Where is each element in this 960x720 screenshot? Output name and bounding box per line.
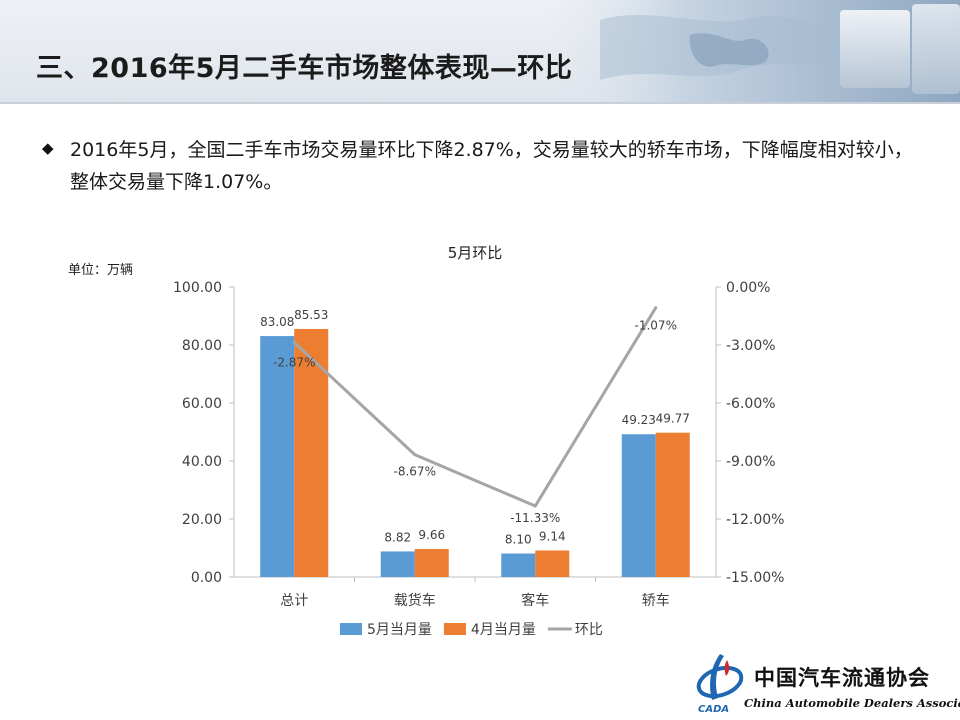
bar-data-label: 85.53 xyxy=(294,308,328,322)
svg-text:CADA: CADA xyxy=(698,704,729,714)
diamond-bullet-icon: ◆ xyxy=(42,139,54,157)
y-right-tick-label: -9.00% xyxy=(726,454,776,470)
line-data-label: -8.67% xyxy=(394,465,436,479)
bar-data-label: 83.08 xyxy=(260,315,294,329)
bar xyxy=(501,553,536,577)
legend-label: 4月当月量 xyxy=(471,622,536,638)
line-point xyxy=(533,504,537,508)
bar-data-label: 8.10 xyxy=(505,533,532,547)
legend-label: 环比 xyxy=(575,622,603,638)
x-tick-label: 客车 xyxy=(521,592,549,609)
bar-data-label: 8.82 xyxy=(384,530,411,544)
x-tick-label: 总计 xyxy=(280,593,308,609)
cada-logo: CADA 中国汽车流通协会 China Automobile Dealers A… xyxy=(694,652,960,716)
logo-name-en: China Automobile Dealers Association xyxy=(744,696,960,710)
line-data-label: -2.87% xyxy=(273,355,315,369)
y-left-tick-label: 80.00 xyxy=(182,338,222,354)
bar-data-label: 49.77 xyxy=(656,412,690,426)
legend-label: 5月当月量 xyxy=(367,622,432,638)
bar-data-label: 9.66 xyxy=(418,528,445,542)
line-point xyxy=(654,306,658,310)
header-divider xyxy=(0,102,960,104)
line-data-label: -11.33% xyxy=(510,511,560,525)
legend-swatch xyxy=(340,623,362,635)
header-banner: 三、2016年5月二手车市场整体表现—环比 xyxy=(0,0,960,104)
bar-data-label: 49.23 xyxy=(622,413,656,427)
page-title: 三、2016年5月二手车市场整体表现—环比 xyxy=(36,53,573,84)
line-point xyxy=(413,453,417,457)
y-right-tick-label: -15.00% xyxy=(726,570,784,586)
y-left-tick-label: 20.00 xyxy=(182,512,222,528)
line-point xyxy=(292,340,296,344)
y-right-tick-label: -6.00% xyxy=(726,396,776,412)
y-right-tick-label: -3.00% xyxy=(726,338,776,354)
bar xyxy=(260,336,295,577)
line-data-label: -1.07% xyxy=(635,319,677,333)
unit-label: 单位：万辆 xyxy=(68,263,133,278)
chart-title: 5月环比 xyxy=(448,244,503,262)
bar-data-label: 9.14 xyxy=(539,529,566,543)
y-left-tick-label: 60.00 xyxy=(182,396,222,412)
legend-swatch xyxy=(443,623,466,635)
x-tick-label: 轿车 xyxy=(642,592,670,609)
y-left-tick-label: 0.00 xyxy=(191,570,222,586)
y-right-tick-label: 0.00% xyxy=(726,280,770,296)
y-right-tick-label: -12.00% xyxy=(726,512,784,528)
logo-name-cn: 中国汽车流通协会 xyxy=(754,665,930,690)
y-left-tick-label: 100.00 xyxy=(173,280,222,296)
bar xyxy=(621,434,656,577)
bar xyxy=(655,432,690,577)
line-series xyxy=(293,306,658,508)
bar xyxy=(380,551,415,577)
x-tick-label: 载货车 xyxy=(394,592,436,609)
cada-logo-icon: CADA xyxy=(696,654,744,714)
bar xyxy=(414,548,449,577)
bar xyxy=(535,550,570,577)
header-decoration-icon xyxy=(540,0,960,104)
y-left-tick-label: 40.00 xyxy=(182,454,222,470)
summary-text: 2016年5月，全国二手车市场交易量环比下降2.87%，交易量较大的轿车市场，下… xyxy=(70,139,913,193)
